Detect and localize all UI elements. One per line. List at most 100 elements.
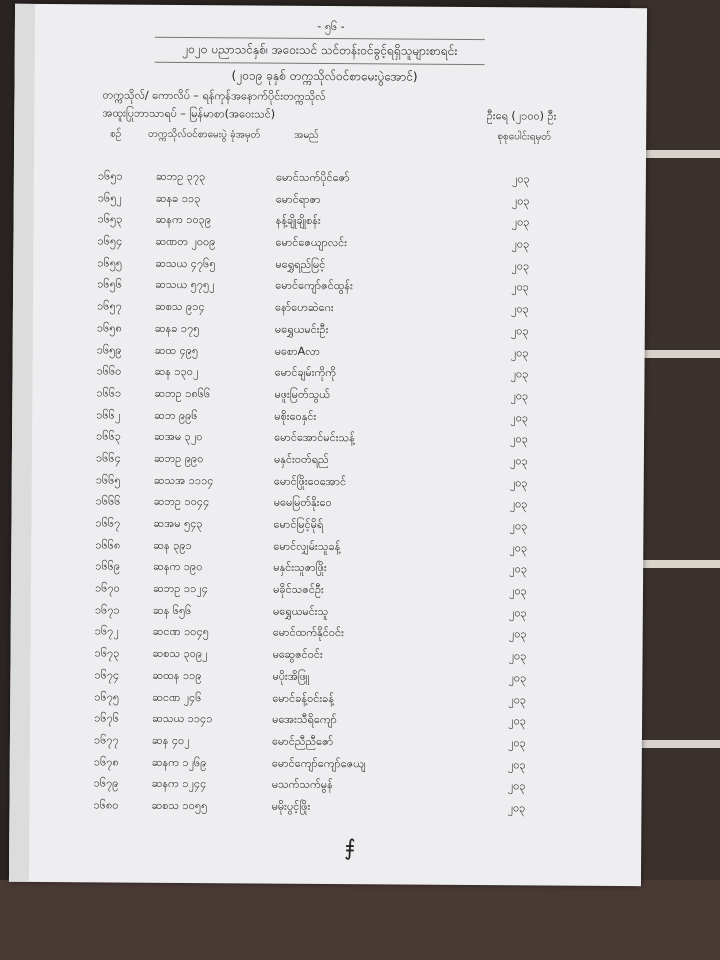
roll-number: ဆန ၁၃၀၂ xyxy=(154,364,199,379)
floor xyxy=(0,880,720,960)
document-subtitle: (၂၀၁၉ ခုနှစ် တက္ကသိုလ်ဝင်စာမေးပွဲအောင်) xyxy=(231,68,418,84)
student-name: မနှင်းဝတ်ရည် xyxy=(273,452,329,466)
roll-number: ဆငဏ ၁၀၄၅ xyxy=(152,625,209,639)
roll-number: ဆအမ ၃၂၀ xyxy=(154,430,203,444)
roll-number: ဆဘဥ ၁၁၂၄ xyxy=(152,581,208,596)
row-number: ၁၆၅၂ xyxy=(97,191,122,205)
mortar-line xyxy=(630,150,720,158)
row-number: ၁၆၅၈ xyxy=(96,321,122,335)
student-name: မနှင်းသူဇာဖြိုး xyxy=(273,560,327,575)
total-score: ၂၀၃ xyxy=(510,432,528,446)
table-row: ၁၆၈၀ ဆစသ ၁၀၅၅ မမိုးပွင့်ဖြိုး ၂၀၃ xyxy=(9,795,641,821)
total-score: ၂၀၃ xyxy=(511,172,530,186)
mortar-line xyxy=(630,350,720,358)
student-name: နော်ဟေဆဲဂေး xyxy=(274,300,334,315)
roll-number: ဆန ၆၅၆ xyxy=(152,603,192,617)
roll-number: ဆစသ ၃၀၉၂ xyxy=(152,646,208,661)
student-name: မောင်ဇေယျာလင်း xyxy=(275,235,348,250)
roll-number: ဆဘဥ ၁၈၆၆ xyxy=(154,386,211,401)
total-score: ၂၀၃ xyxy=(508,584,527,598)
roll-number: ဆစသ ၉၁၄ xyxy=(154,299,205,314)
row-number: ၁၆၇၄ xyxy=(94,668,120,682)
total-score: ၂၀၃ xyxy=(510,410,529,424)
row-number: ၁၆၅၇ xyxy=(96,299,122,313)
student-name: မောင်သက်ပိုင်ဇော် xyxy=(275,170,350,185)
total-score: ၂၀၃ xyxy=(507,757,526,771)
student-name: မရွှေယမင်းဦး xyxy=(274,322,329,336)
total-score: ၂၀၃ xyxy=(510,389,529,403)
student-name: မောင်လျှမ်းသူခန့် xyxy=(273,539,341,553)
roll-number: ဆထ ၄၉၅ xyxy=(154,343,199,357)
student-name: မစောAလာ xyxy=(274,344,321,358)
row-number: ၁၆၇၇ xyxy=(93,733,119,747)
total-score: ၂၀၃ xyxy=(511,215,530,229)
row-number: ၁၆၇၃ xyxy=(94,646,120,660)
student-name: မောင်ထက်နိုင်ဝင်း xyxy=(272,626,344,640)
roll-number: ဆနခ ၁၁၃ xyxy=(155,191,201,205)
total-score: ၂၀၃ xyxy=(508,714,526,728)
student-name: မဖူးမြတ်သွယ် xyxy=(274,387,330,401)
row-number: ၁၆၅၉ xyxy=(96,342,122,357)
student-name: မဆွေဇင်ဝင်း xyxy=(272,647,323,662)
row-number: ၁၆၅၄ xyxy=(97,234,123,248)
student-name: နန့်ချိုချိုစန်း xyxy=(275,214,321,228)
row-number: ၁၆၆၃ xyxy=(96,429,121,443)
total-score: ၂၀၃ xyxy=(511,280,529,294)
total-score: ၂၀၃ xyxy=(509,454,528,468)
document-title: ၂၀၂၀ ပညာသင်နှစ်၊ အဝေးသင် သင်တန်းဝင်ခွင့်… xyxy=(154,36,485,66)
row-number: ၁၆၇၂ xyxy=(94,624,119,638)
total-score: ၂၀၃ xyxy=(510,324,529,338)
total-score: ၂၀၃ xyxy=(510,367,529,381)
student-name: မောင်ကျော်ဇင်ထွန်း xyxy=(275,279,353,293)
student-name: မသက်သက်မွန် xyxy=(271,777,333,792)
row-number: ၁၆၈၀ xyxy=(93,798,119,812)
row-number: ၁၆၇၀ xyxy=(94,581,120,595)
total-score: ၂၀၃ xyxy=(511,193,530,208)
roll-number: ဆနက ၁၀၃၉ xyxy=(155,213,211,227)
roll-number: ဆဏတ ၂၀၀၉ xyxy=(155,234,216,249)
roll-number: ဆသယ ၄၇၆၅ xyxy=(155,256,216,270)
row-number: ၁၆၅၃ xyxy=(97,212,123,226)
roll-number: ဆနက ၁၉၀ xyxy=(153,560,203,574)
major-line: အထူးပြုဘာသာရပ် – မြန်မာစာ(အဝေးသင်) xyxy=(102,106,276,121)
roll-number: ဆထန ၁၁၉ xyxy=(152,668,202,682)
student-name: မောင်ချမ်းကိုကို xyxy=(274,365,336,380)
row-number: ၁၆၆၂ xyxy=(96,407,121,422)
mortar-line xyxy=(630,740,720,748)
student-name: မရွှေယမင်းသူ xyxy=(272,604,329,618)
student-name: မပိုးအိဖြူ xyxy=(272,669,310,683)
row-number: ၁၆၆၈ xyxy=(95,538,121,552)
row-number: ၁၆၇၅ xyxy=(94,689,120,704)
row-number: ၁၆၅၆ xyxy=(97,277,122,291)
total-score: ၂၀၃ xyxy=(509,519,528,533)
row-number: ၁၆၆၉ xyxy=(95,559,120,573)
roll-number: ဆစသ ၁၀၅၅ xyxy=(151,798,208,813)
row-number: ၁၆၅၅ xyxy=(97,256,123,270)
student-name: မမေမြတ်နိုးဝေ xyxy=(273,495,332,510)
student-name: မောင်ဖြိုးဝေအောင် xyxy=(273,474,347,488)
student-name: မောင်ညီညီဇော် xyxy=(271,734,334,748)
roll-number: ဆဘ ၉၉၆ xyxy=(154,408,198,422)
results-table: ၁၆၅၁ ဆဘဥ ၃၇၃ မောင်သက်ပိုင်ဇော် ၂၀၃ ၁၆၅၂ ဆနခ ၁… xyxy=(9,166,646,821)
row-number: ၁၆၆၀ xyxy=(96,364,122,378)
row-number: ၁၆၇၆ xyxy=(94,711,119,725)
page-number: - ၅၆ - xyxy=(317,19,345,34)
row-number: ၁၆၇၈ xyxy=(93,754,119,769)
roll-number: ဆနက ၁၂၄၄ xyxy=(151,777,207,791)
roll-number: ဆန ၄၀၂ xyxy=(151,733,190,747)
total-score: ၂၀၃ xyxy=(508,692,527,706)
student-name: မောင်ရာဇာ xyxy=(275,192,321,206)
total-score: ၂၀၃ xyxy=(507,736,526,750)
student-name: မရွှေရည်မြင့် xyxy=(275,257,326,271)
total-score: ၂၀၃ xyxy=(509,497,528,511)
student-name: မောင်အောင်မင်းသန့် xyxy=(274,430,355,445)
row-number: ၁၆၆၅ xyxy=(95,473,121,487)
total-score: ၂၀၃ xyxy=(509,540,528,555)
roll-number: ဆဘဥ ၃၇၃ xyxy=(155,169,206,184)
document-page: - ၅၆ - ၂၀၂၀ ပညာသင်နှစ်၊ အဝေးသင် သင်တန်းဝ… xyxy=(8,3,648,887)
row-number: ၁၆၆၁ xyxy=(96,386,122,400)
roll-number: ဆန ၃၉၁ xyxy=(153,538,192,552)
total-score: ၂၀၃ xyxy=(507,801,526,815)
student-name: မောင်ကျော်ကျော်ဇေယျ xyxy=(271,756,366,770)
total-score: ၂၀၃ xyxy=(511,237,530,251)
